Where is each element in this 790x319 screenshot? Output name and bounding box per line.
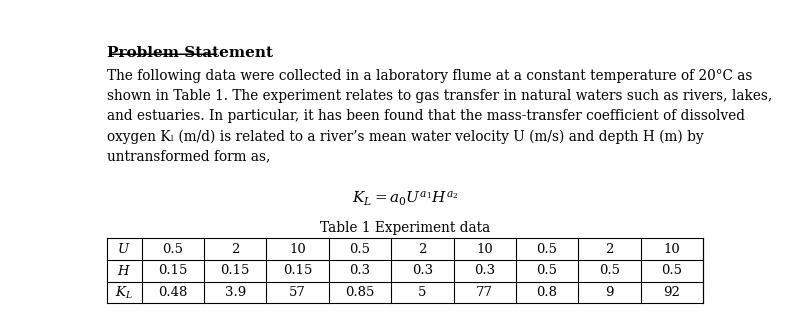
Text: 10: 10: [289, 243, 306, 256]
Text: 5: 5: [418, 286, 427, 299]
Text: 0.5: 0.5: [536, 243, 558, 256]
Text: 0.8: 0.8: [536, 286, 558, 299]
Text: 10: 10: [476, 243, 493, 256]
Text: Table 1 Experiment data: Table 1 Experiment data: [320, 221, 490, 235]
Text: 0.3: 0.3: [412, 264, 433, 278]
Text: 92: 92: [664, 286, 680, 299]
Text: 10: 10: [664, 243, 680, 256]
Text: Problem Statement: Problem Statement: [107, 46, 273, 60]
Text: 2: 2: [418, 243, 427, 256]
Text: 0.5: 0.5: [162, 243, 183, 256]
Text: 0.3: 0.3: [349, 264, 371, 278]
Text: and estuaries. In particular, it has been found that the mass-transfer coefficie: and estuaries. In particular, it has bee…: [107, 109, 745, 123]
Text: 77: 77: [476, 286, 493, 299]
Text: 0.5: 0.5: [536, 264, 558, 278]
Text: 2: 2: [605, 243, 614, 256]
Text: $U$: $U$: [118, 242, 131, 256]
Text: 3.9: 3.9: [224, 286, 246, 299]
Text: 0.15: 0.15: [283, 264, 312, 278]
Text: 0.15: 0.15: [158, 264, 187, 278]
Text: oxygen Kₗ (m/d) is related to a river’s mean water velocity U (m/s) and depth H : oxygen Kₗ (m/d) is related to a river’s …: [107, 130, 703, 144]
Text: 9: 9: [605, 286, 614, 299]
Text: 2: 2: [231, 243, 239, 256]
Text: shown in Table 1. The experiment relates to gas transfer in natural waters such : shown in Table 1. The experiment relates…: [107, 89, 772, 103]
Text: $K_L$: $K_L$: [115, 285, 133, 300]
Text: $K_L = a_0 U^{a_1} H^{a_2}$: $K_L = a_0 U^{a_1} H^{a_2}$: [352, 189, 458, 208]
Text: $H$: $H$: [117, 264, 131, 278]
Text: 57: 57: [289, 286, 306, 299]
Text: 0.15: 0.15: [220, 264, 250, 278]
Text: 0.5: 0.5: [349, 243, 371, 256]
Text: The following data were collected in a laboratory flume at a constant temperatur: The following data were collected in a l…: [107, 69, 752, 83]
Text: 0.5: 0.5: [599, 264, 620, 278]
Text: 0.85: 0.85: [345, 286, 374, 299]
Text: 0.5: 0.5: [661, 264, 683, 278]
Text: 0.48: 0.48: [158, 286, 187, 299]
Text: untransformed form as,: untransformed form as,: [107, 150, 270, 164]
Text: 0.3: 0.3: [474, 264, 495, 278]
